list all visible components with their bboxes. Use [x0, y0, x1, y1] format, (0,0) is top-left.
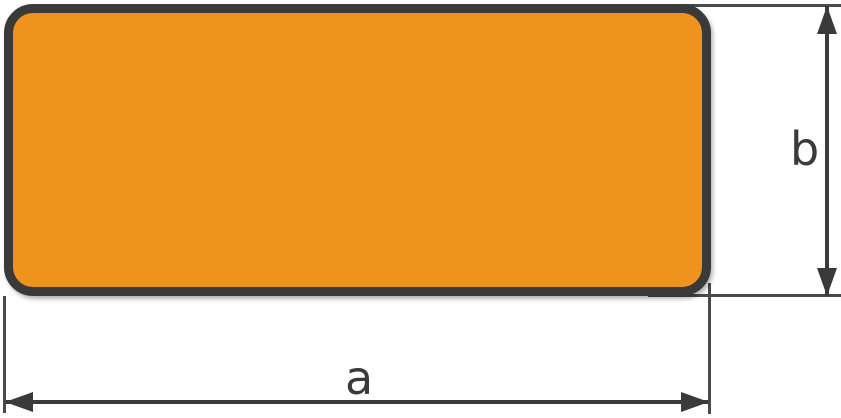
extension-line-right: [708, 283, 711, 414]
dimension-label-b: b: [790, 122, 820, 176]
dimension-label-a: a: [345, 351, 374, 405]
extension-line-bottom-right: [648, 294, 841, 297]
extension-line-top: [648, 4, 841, 7]
arrow-up-icon: [817, 6, 837, 34]
extension-line-left: [3, 296, 6, 413]
profile-rectangle: [4, 4, 711, 296]
dimension-line-b: [825, 6, 829, 296]
arrow-right-icon: [681, 392, 709, 412]
arrow-left-icon: [5, 392, 33, 412]
dimension-line-a: [6, 400, 708, 404]
arrow-down-icon: [817, 268, 837, 296]
